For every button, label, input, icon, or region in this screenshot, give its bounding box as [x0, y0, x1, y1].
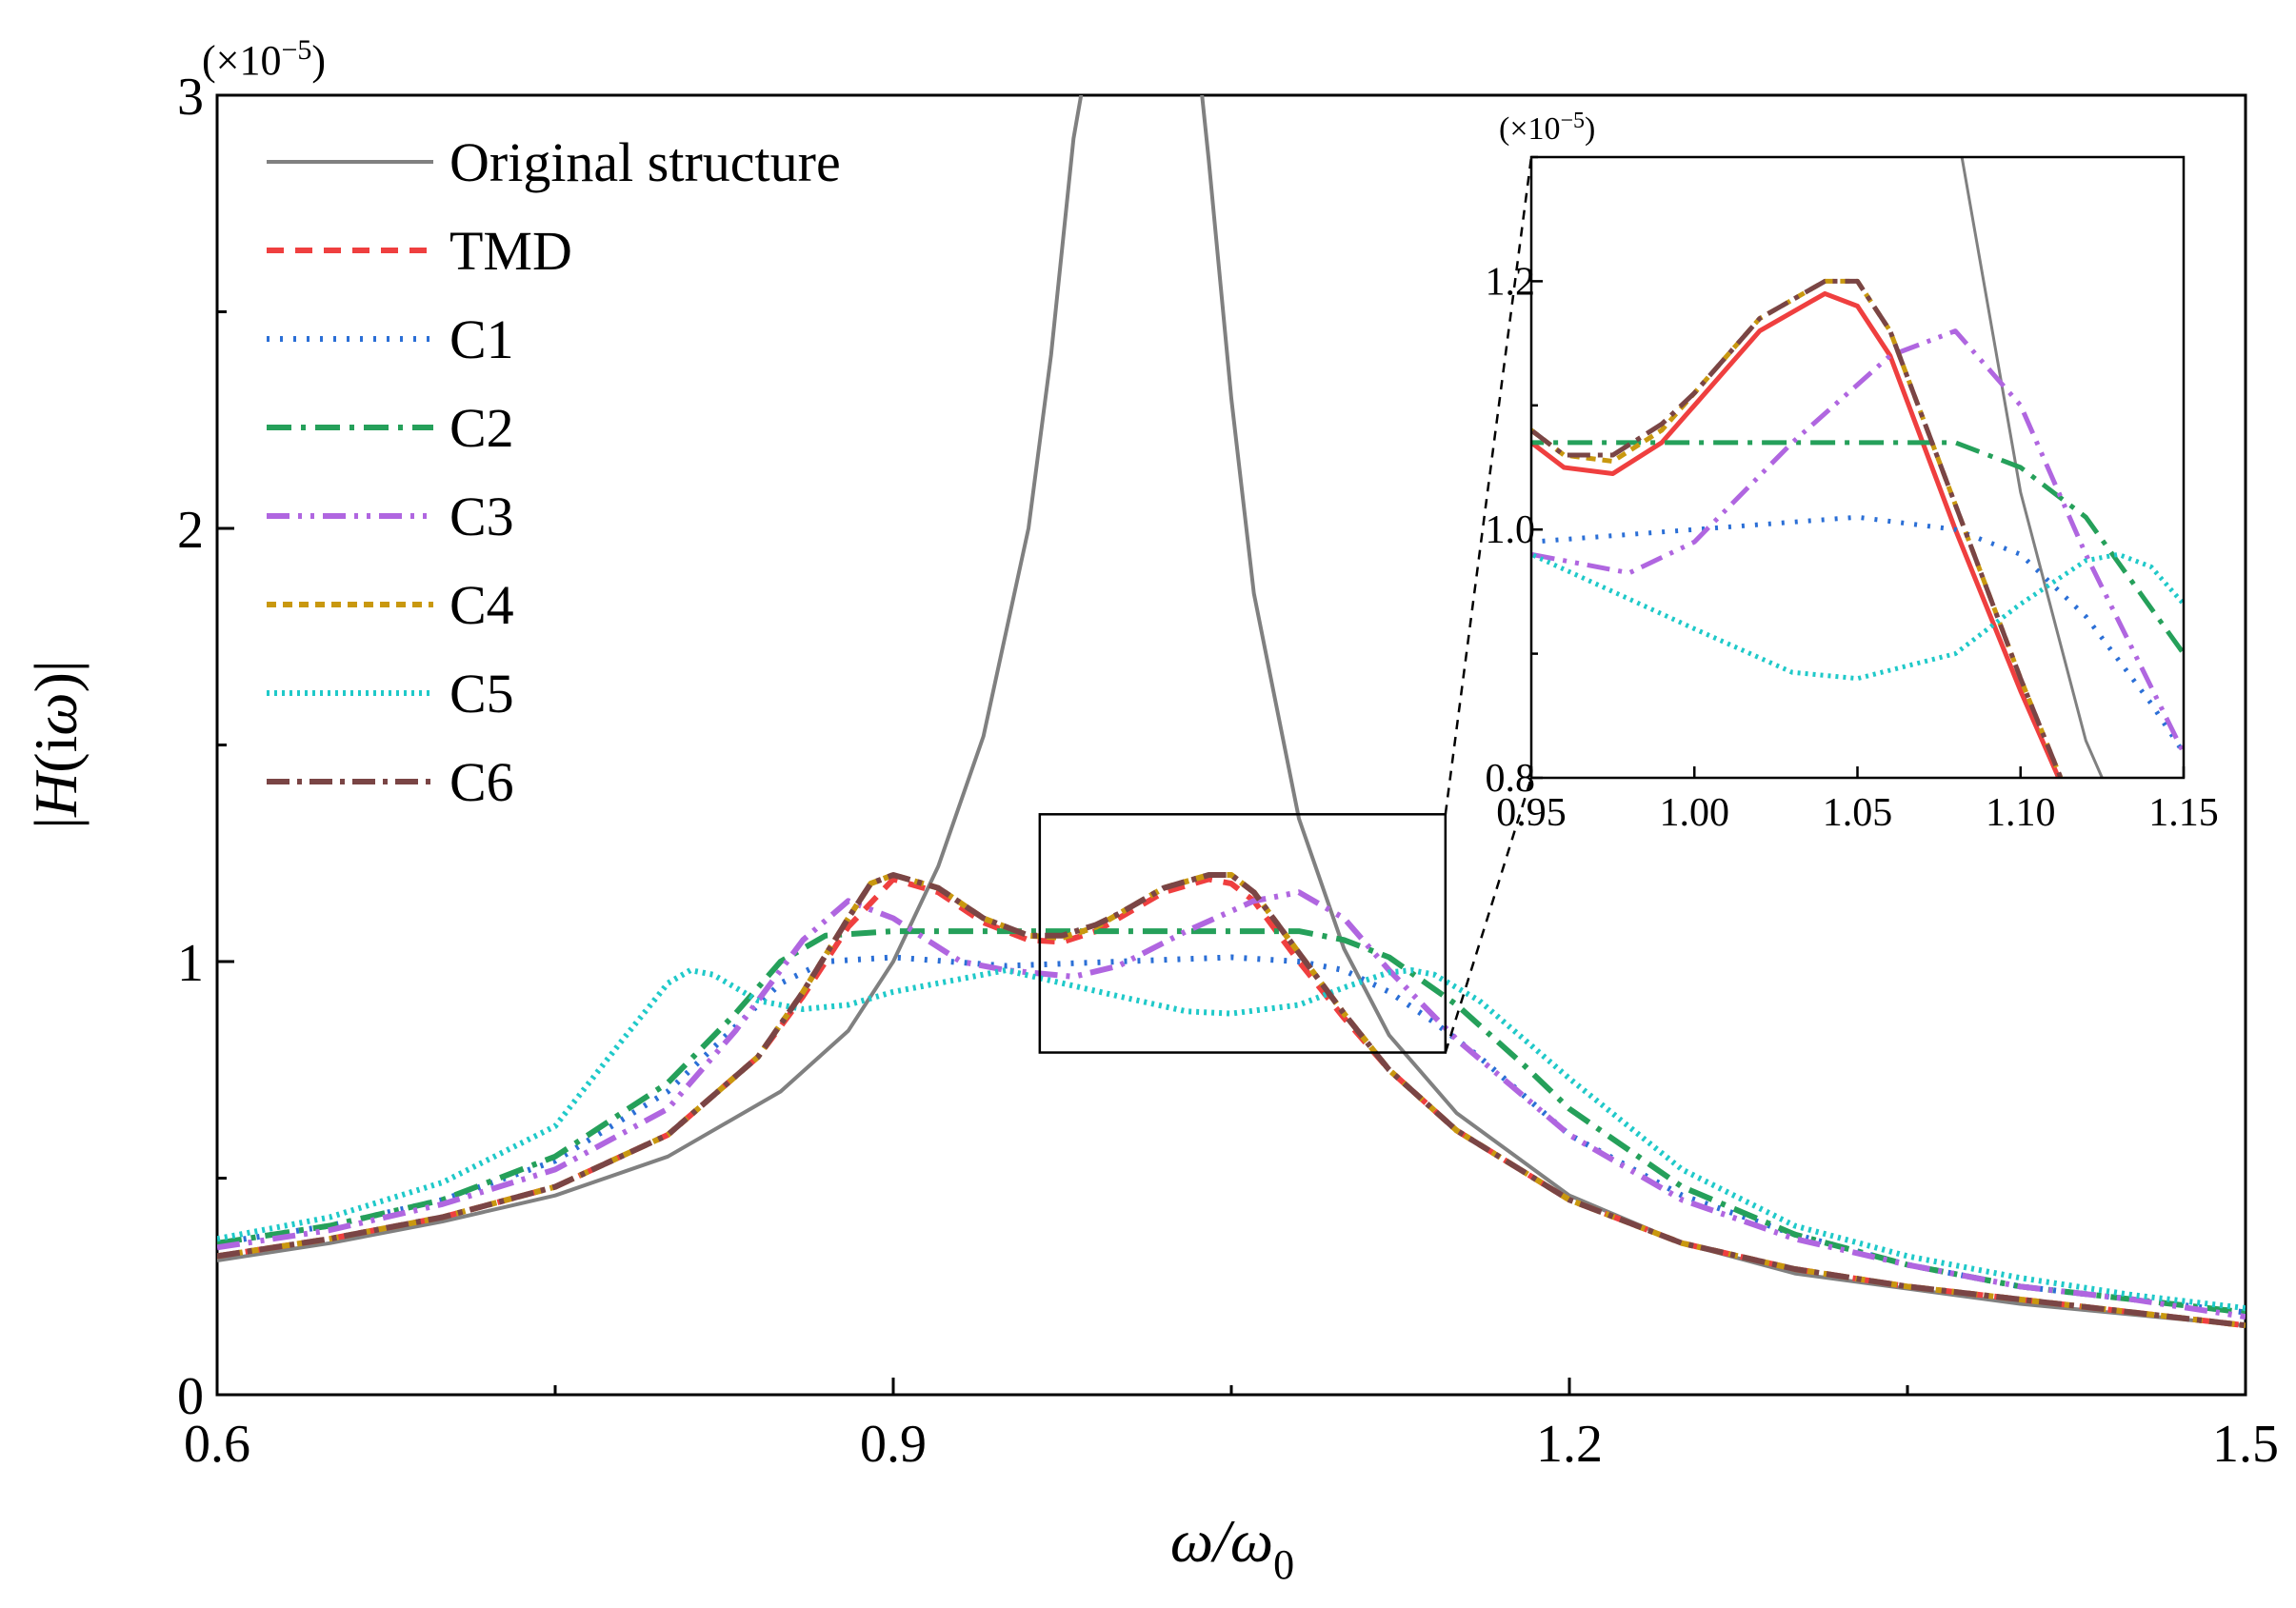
- series-line-c2: [217, 928, 2246, 1316]
- series-line-c6: [217, 872, 2246, 1329]
- series-line-c3: [217, 889, 2246, 1320]
- inset-x-tick-label: 1.00: [1660, 791, 1730, 835]
- legend-label: TMD: [449, 220, 572, 282]
- inset-x-tick-label: 1.10: [1986, 791, 2056, 835]
- legend-label: C4: [449, 574, 514, 636]
- inset-y-tick-label: 1.0: [1486, 508, 1536, 552]
- main-x-ticks: 0.6 0.9 1.2 1.5: [184, 1378, 2279, 1474]
- x-tick-label: 0.6: [184, 1415, 250, 1474]
- y-tick-label: 2: [177, 501, 204, 560]
- main-axes: 0.6 0.9 1.2 1.5 0 1 2 3 (×10−5) ω/ω0 |H(iω)|: [22, 34, 2279, 1588]
- inset-y-tick-label: 1.2: [1486, 260, 1536, 304]
- inset-axes: 0.95 1.00 1.05 1.10 1.15 0.8 1.0 1.2 (×10−5): [1486, 109, 2219, 835]
- y-tick-label: 3: [177, 68, 204, 127]
- legend-label: Original structure: [449, 131, 841, 193]
- x-tick-label: 1.2: [1536, 1415, 1603, 1474]
- legend-label: C3: [449, 486, 514, 547]
- y-tick-label: 0: [177, 1367, 204, 1426]
- inset-y-tick-label: 0.8: [1486, 757, 1536, 801]
- legend-label: C5: [449, 663, 514, 725]
- inset-series-line-tmd: [1531, 290, 2062, 778]
- main-y-ticks: 0 1 2 3: [177, 68, 234, 1426]
- legend-label: C1: [449, 308, 514, 370]
- inset-x-tick-label: 1.05: [1823, 791, 1893, 835]
- inset-series-group: [1531, 157, 2184, 778]
- inset-y-ticks: 0.8 1.0 1.2: [1486, 155, 1543, 801]
- series-line-tmd: [217, 876, 2246, 1329]
- y-axis-label: |H(iω)|: [22, 660, 90, 828]
- y-tick-label: 1: [177, 934, 204, 993]
- y-multiplier: (×10−5): [202, 34, 326, 84]
- legend: Original structure TMD C1 C2 C3 C4 C5 C6: [267, 131, 841, 813]
- x-tick-label: 1.5: [2212, 1415, 2279, 1474]
- inset-x-ticks: 0.95 1.00 1.05 1.10 1.15: [1496, 766, 2219, 835]
- main-series-group: [217, 95, 2246, 1329]
- series-line-c1: [217, 954, 2246, 1316]
- inset-series-line-c3: [1531, 328, 2184, 758]
- inset-background: [1531, 157, 2184, 778]
- zoom-region-box: [1038, 813, 1447, 1054]
- inset-x-tick-label: 0.95: [1496, 791, 1567, 835]
- zoom-connector-bottom: [1444, 777, 1533, 1053]
- legend-label: C6: [449, 751, 514, 813]
- series-line-c4: [217, 872, 2246, 1329]
- x-axis-label: ω/ω0: [1170, 1507, 1294, 1588]
- inset-x-tick-label: 1.15: [2148, 791, 2219, 835]
- legend-label: C2: [449, 397, 514, 459]
- zoom-connector-top: [1444, 156, 1533, 815]
- series-line-c5: [217, 967, 2246, 1311]
- x-tick-label: 0.9: [860, 1415, 927, 1474]
- series-line-original-structure: [217, 95, 2246, 1328]
- inset-series-line-c6: [1531, 278, 2064, 778]
- inset-y-multiplier: (×10−5): [1499, 109, 1595, 147]
